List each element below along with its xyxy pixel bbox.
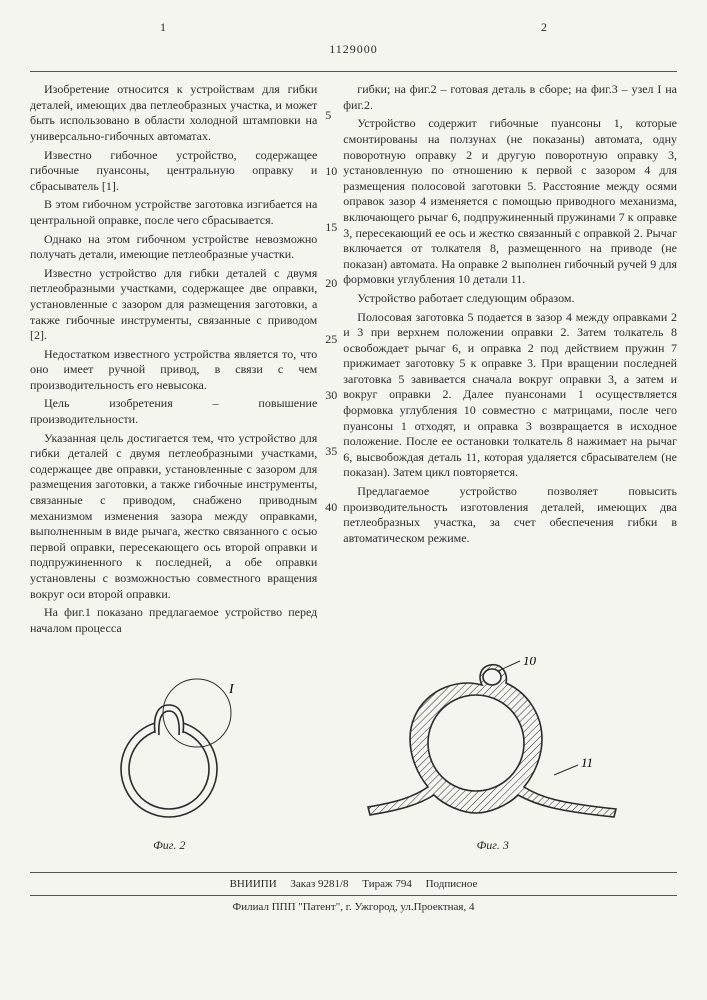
col1-p4: Однако на этом гибочном устройстве невоз…: [30, 232, 317, 263]
fig3-leader-10: [498, 661, 520, 671]
line-num-20: 20: [325, 276, 337, 292]
fig2-outer-circle: [121, 721, 217, 817]
col1-p2: Известно гибочное устройство, содержащее…: [30, 148, 317, 195]
col1-p5: Известно устройство для гибки деталей с …: [30, 266, 317, 344]
col1-p8: Указанная цель достигается тем, что устр…: [30, 431, 317, 603]
figure-2: I Фиг. 2: [79, 657, 259, 853]
page-number-left: 1: [160, 20, 166, 36]
line-num-15: 15: [325, 220, 337, 236]
footer: ВНИИПИ Заказ 9281/8 Тираж 794 Подписное …: [30, 872, 677, 915]
page-number-right: 2: [541, 20, 547, 36]
figure-2-svg: I: [79, 657, 259, 827]
col1-p1: Изобретение относится к устройствам для …: [30, 82, 317, 144]
col2-p2: Устройство содержит гибочные пуансоны 1,…: [343, 116, 677, 288]
fig3-leader-11: [554, 765, 578, 775]
col1-p6: Недостатком известного устройства являет…: [30, 347, 317, 394]
fig3-inner-void: [428, 695, 524, 791]
line-num-5: 5: [325, 108, 331, 124]
footer-rule-2: [30, 895, 677, 896]
col1-p3: В этом гибочном устройстве заготовка изг…: [30, 197, 317, 228]
text-columns: Изобретение относится к устройствам для …: [30, 82, 677, 639]
col2-p3: Устройство работает следующим образом.: [343, 291, 677, 307]
fig3-caption: Фиг. 3: [358, 838, 628, 854]
footer-signed: Подписное: [426, 878, 478, 890]
line-num-30: 30: [325, 388, 337, 404]
figures-row: I Фиг. 2 10 11 Фиг. 3: [30, 657, 677, 853]
fig2-caption: Фиг. 2: [79, 838, 259, 854]
fig2-label-I: I: [228, 682, 235, 697]
column-right: гибки; на фиг.2 – готовая деталь в сборе…: [343, 82, 677, 546]
line-num-35: 35: [325, 444, 337, 460]
footer-line-1: ВНИИПИ Заказ 9281/8 Тираж 794 Подписное: [30, 877, 677, 891]
col2-p5: Предлагаемое устройство позволяет повыси…: [343, 484, 677, 546]
line-num-40: 40: [325, 500, 337, 516]
footer-rule-1: [30, 872, 677, 873]
footer-tirazh: Тираж 794: [362, 878, 412, 890]
footer-vniip: ВНИИПИ: [230, 878, 277, 890]
figure-3-svg: 10 11: [358, 657, 628, 827]
fig2-inner-circle: [129, 729, 209, 809]
footer-order: Заказ 9281/8: [290, 878, 348, 890]
line-num-10: 10: [325, 164, 337, 180]
col2-p4: Полосовая заготовка 5 подается в зазор 4…: [343, 310, 677, 482]
col1-p9: На фиг.1 показано предлагаемое устройств…: [30, 605, 317, 636]
patent-number: 1129000: [30, 42, 677, 58]
fig3-label-10: 10: [523, 657, 537, 668]
line-num-25: 25: [325, 332, 337, 348]
page-numbers: 1 2: [30, 20, 677, 36]
fig3-label-11: 11: [581, 755, 593, 770]
header-rule: [30, 71, 677, 72]
figure-3: 10 11 Фиг. 3: [358, 657, 628, 853]
footer-line-2: Филиал ППП "Патент", г. Ужгород, ул.Прое…: [30, 900, 677, 914]
column-left: Изобретение относится к устройствам для …: [30, 82, 317, 636]
col1-p7: Цель изобретения – повышение производите…: [30, 396, 317, 427]
col2-p1: гибки; на фиг.2 – готовая деталь в сборе…: [343, 82, 677, 113]
